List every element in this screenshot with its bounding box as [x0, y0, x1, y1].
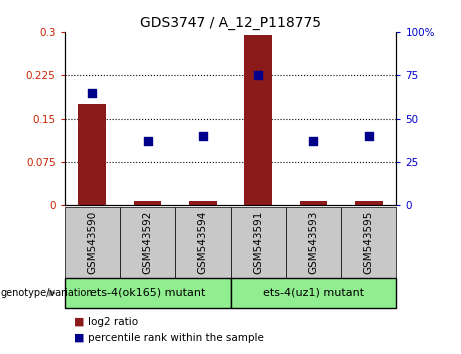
Text: GSM543595: GSM543595	[364, 211, 374, 274]
Bar	[355, 201, 383, 205]
Text: percentile rank within the sample: percentile rank within the sample	[88, 333, 264, 343]
Text: GSM543593: GSM543593	[308, 211, 319, 274]
Text: genotype/variation: genotype/variation	[0, 288, 93, 298]
Text: ■: ■	[74, 317, 84, 327]
Point	[365, 133, 372, 139]
Text: GSM543592: GSM543592	[142, 211, 153, 274]
Bar	[189, 201, 217, 205]
Text: GSM543594: GSM543594	[198, 211, 208, 274]
Text: log2 ratio: log2 ratio	[88, 317, 138, 327]
Text: ■: ■	[74, 333, 84, 343]
Bar	[78, 104, 106, 205]
Text: GSM543590: GSM543590	[87, 211, 97, 274]
Text: ets-4(ok165) mutant: ets-4(ok165) mutant	[90, 288, 205, 298]
Point	[144, 138, 151, 144]
Text: GDS3747 / A_12_P118775: GDS3747 / A_12_P118775	[140, 16, 321, 30]
Bar	[134, 201, 161, 205]
Bar	[244, 35, 272, 205]
Point	[310, 138, 317, 144]
Point	[199, 133, 207, 139]
Text: GSM543591: GSM543591	[253, 211, 263, 274]
Point	[254, 73, 262, 78]
Bar	[300, 201, 327, 205]
Text: ets-4(uz1) mutant: ets-4(uz1) mutant	[263, 288, 364, 298]
Point	[89, 90, 96, 96]
